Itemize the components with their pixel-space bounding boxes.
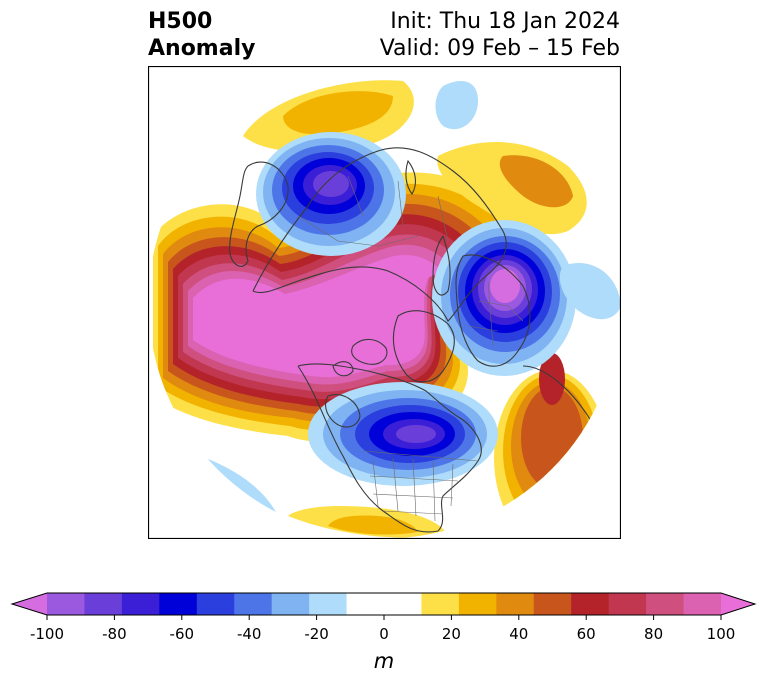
title-line-2: Anomaly: [148, 36, 256, 61]
trough-europe: [432, 220, 576, 376]
colorbar-unit-label: m: [374, 649, 394, 673]
map-frame: [148, 66, 621, 539]
colorbar-bin: [271, 593, 310, 615]
colorbar-bin: [384, 593, 423, 615]
colorbar-bin: [496, 593, 535, 615]
border-us-canada: [362, 450, 479, 462]
colorbar-bin: [646, 593, 685, 615]
colorbar-bin: [608, 593, 647, 615]
colorbar-tick-label: 0: [379, 625, 389, 643]
colorbar-bin: [458, 593, 497, 615]
colorbar-bin: [309, 593, 348, 615]
coastline-eurasia: [252, 147, 507, 322]
ridge-arctic-pacific: [153, 172, 527, 442]
valid-range: Valid: 09 Feb – 15 Feb: [379, 36, 620, 61]
anomaly-map: [148, 66, 621, 539]
colorbar-tick-label: -100: [30, 625, 64, 643]
coastline-japan: [405, 159, 417, 195]
title-line-1: H500: [148, 9, 213, 34]
colorbar-tick-label: 100: [707, 625, 736, 643]
chart-title: H500 Anomaly: [148, 8, 255, 62]
colorbar-tick-label: -80: [102, 625, 127, 643]
colorbar-tick-label: 60: [577, 625, 596, 643]
colorbar-tick-label: -20: [304, 625, 329, 643]
colorbar-bin: [533, 593, 572, 615]
trough-eastern-north-america: [308, 382, 498, 486]
trough-east-asia: [256, 132, 406, 256]
colorbar-tick-label: 20: [442, 625, 461, 643]
colorbar-under-arrow: [12, 593, 47, 615]
coastline-europe: [455, 254, 531, 367]
colorbar-bin: [84, 593, 123, 615]
colorbar-tick-label: 80: [644, 625, 663, 643]
colorbar-bin: [47, 593, 86, 615]
colorbar-bin: [683, 593, 722, 615]
colorbar-tick-label: -60: [170, 625, 195, 643]
colorbar-bin: [121, 593, 160, 615]
colorbar-bin: [571, 593, 610, 615]
coastline-canadian-archipelago: [332, 338, 388, 377]
ridge-north-pacific-edge: [243, 80, 587, 235]
colorbar-bin: [421, 593, 460, 615]
border-europe: [467, 280, 524, 347]
colorbar-tick-label: 40: [509, 625, 528, 643]
date-info: Init: Thu 18 Jan 2024 Valid: 09 Feb – 15…: [380, 8, 620, 62]
init-date: Init: Thu 18 Jan 2024: [390, 9, 620, 34]
coastline-hudson-bay: [324, 394, 361, 428]
coastline-east-asia: [229, 161, 289, 267]
colorbar-bin: [159, 593, 198, 615]
coastline-north-america: [297, 363, 482, 533]
coastline-alaska: [432, 235, 451, 296]
colorbar-bin: [346, 593, 385, 615]
border-eurasia-1: [297, 175, 449, 247]
colorbar-over-arrow: [721, 593, 755, 615]
coastline-greenland: [392, 310, 455, 383]
border-us-states-2: [369, 475, 459, 515]
political-borders: [297, 175, 524, 522]
colorbar-bin: [234, 593, 273, 615]
colorbar-bin: [196, 593, 235, 615]
colorbar: -100 -80 -60 -40 -20 0 20 40 60 80 100 m: [10, 592, 757, 673]
colorbar-tick-label: -40: [237, 625, 262, 643]
colorbar-ticks: -100 -80 -60 -40 -20 0 20 40 60 80 100: [30, 615, 735, 643]
colorbar-bins: [47, 593, 722, 615]
border-us-states-1: [372, 457, 454, 522]
